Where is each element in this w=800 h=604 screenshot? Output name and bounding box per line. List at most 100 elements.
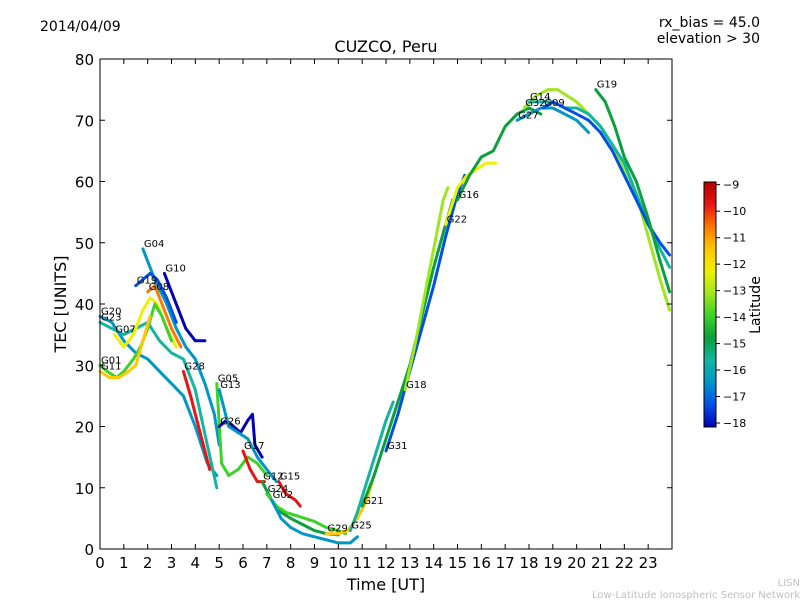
series-label-g21-20: G21	[363, 496, 383, 507]
date-label: 2014/04/09	[40, 19, 121, 35]
series-label-g19-3: G19	[137, 276, 157, 287]
x-tick-label: 4	[191, 554, 201, 572]
series-line-g01-7	[98, 302, 173, 379]
y-tick-label: 0	[84, 541, 94, 559]
x-tick-label: 15	[448, 554, 467, 572]
x-tick-label: 1	[119, 554, 129, 572]
series-label-g01-7: G01	[101, 355, 121, 366]
series-label-g09-28: G09	[544, 98, 564, 109]
series-label-g26-11: G26	[220, 417, 240, 428]
colorbar-tick-label: −10	[723, 205, 746, 218]
series-label-g22-23: G22	[447, 214, 467, 225]
series-line-g04-0	[141, 247, 221, 447]
x-tick-label: 2	[143, 554, 153, 572]
x-tick-label: 10	[329, 554, 348, 572]
series-line-g18-22	[403, 186, 450, 392]
series-label-g04-0: G04	[144, 239, 164, 250]
colorbar-tick-label: −12	[723, 258, 746, 271]
x-tick-label: 20	[567, 554, 586, 572]
colorbar-tick-label: −13	[723, 285, 746, 298]
series-line-g24-16	[265, 492, 347, 536]
x-tick-label: 22	[615, 554, 634, 572]
colorbar-tick-label: −16	[723, 364, 746, 377]
colorbar-tick-label: −11	[723, 232, 746, 245]
x-tick-label: 9	[310, 554, 320, 572]
brand-short: LISN	[778, 578, 800, 589]
series-label-g28-9: G28	[184, 361, 204, 372]
series-line-g19-3	[134, 271, 178, 324]
series-label-g08-2: G08	[149, 282, 169, 293]
colorbar-tick-label: −14	[723, 311, 746, 324]
series-label-g27-25: G27	[518, 110, 538, 121]
x-tick-label: 0	[95, 554, 105, 572]
x-tick-label: 21	[591, 554, 610, 572]
x-tick-label: 23	[639, 554, 658, 572]
colorbar-ticks: −9 −10 −11 −12 −13 −14 −15 −16 −17 −18	[716, 179, 746, 430]
colorbar-tick-label: −18	[723, 417, 746, 430]
x-tick-label: 3	[167, 554, 177, 572]
series-label-g10-1: G10	[165, 263, 185, 274]
series-line-g27-25	[515, 106, 591, 134]
series-label-g31-21: G31	[387, 441, 407, 452]
y-tick-label: 10	[75, 480, 94, 498]
rx-bias-label: rx_bias = 45.0	[659, 15, 760, 31]
x-tick-label: 18	[519, 554, 538, 572]
elevation-label: elevation > 30	[657, 31, 760, 47]
series-label-g16-24: G16	[459, 190, 479, 201]
series-label-g15-14: G15	[280, 472, 300, 483]
series-line-g16-24	[456, 106, 543, 202]
series-line-g23-5	[98, 320, 219, 490]
chart-title: CUZCO, Peru	[334, 37, 437, 56]
plot-area	[100, 59, 672, 549]
series-label-g12-15: G12	[263, 472, 283, 483]
y-tick-label: 50	[75, 235, 94, 253]
series-label-g14-27: G14	[530, 92, 550, 103]
y-tick-label: 40	[75, 296, 94, 314]
series-label-g17-13: G17	[244, 441, 264, 452]
series-label-g23-5: G23	[101, 312, 121, 323]
x-tick-label: 19	[543, 554, 562, 572]
x-tick-label: 6	[238, 554, 248, 572]
colorbar-tick-label: −15	[723, 338, 746, 351]
y-tick-label: 60	[75, 174, 94, 192]
x-tick-label: 17	[496, 554, 515, 572]
colorbar-tick-label: −9	[723, 179, 739, 192]
series-label-g18-22: G18	[406, 380, 426, 391]
x-tick-label: 11	[353, 554, 372, 572]
series-line-g15-14	[277, 480, 302, 508]
x-tick-label: 5	[214, 554, 224, 572]
series-label-g20-4: G20	[101, 306, 121, 317]
series-layer	[98, 88, 672, 545]
y-axis-label: TEC [UNITS]	[51, 256, 70, 354]
series-label-g24-16: G24	[268, 484, 288, 495]
x-tick-label: 7	[262, 554, 272, 572]
series-label-g32-26: G32	[525, 98, 545, 109]
series-label-g02-17: G02	[273, 490, 293, 501]
series-line-g19-29	[594, 88, 672, 294]
x-tick-label: 14	[424, 554, 443, 572]
brand-long: Low-Latitude Ionospheric Sensor Network	[592, 590, 800, 600]
series-label-g07-6: G07	[115, 325, 135, 336]
y-axis-ticks: 0 10 20 30 40 50 60 70 80	[75, 51, 672, 559]
series-label-g05-10: G05	[218, 374, 238, 385]
colorbar-tick-label: −17	[723, 391, 746, 404]
series-line-g20-4	[98, 314, 219, 477]
colorbar	[703, 181, 717, 428]
series-line-g05-10	[215, 382, 269, 477]
series-line-g02-17	[270, 498, 359, 545]
series-label-g11-8: G11	[101, 361, 121, 372]
series-line-g10-1	[162, 271, 207, 343]
series-line-g11-8	[98, 314, 152, 379]
y-tick-label: 20	[75, 419, 94, 437]
series-label-g29-18: G29	[327, 524, 347, 535]
series-label-g25-19: G25	[351, 521, 371, 532]
colorbar-label: Latitude	[748, 276, 764, 334]
series-line-g28-9	[181, 369, 212, 471]
x-tick-label: 12	[376, 554, 395, 572]
x-tick-label: 16	[472, 554, 491, 572]
y-tick-label: 30	[75, 357, 94, 375]
x-axis-label: Time [UT]	[346, 575, 425, 594]
